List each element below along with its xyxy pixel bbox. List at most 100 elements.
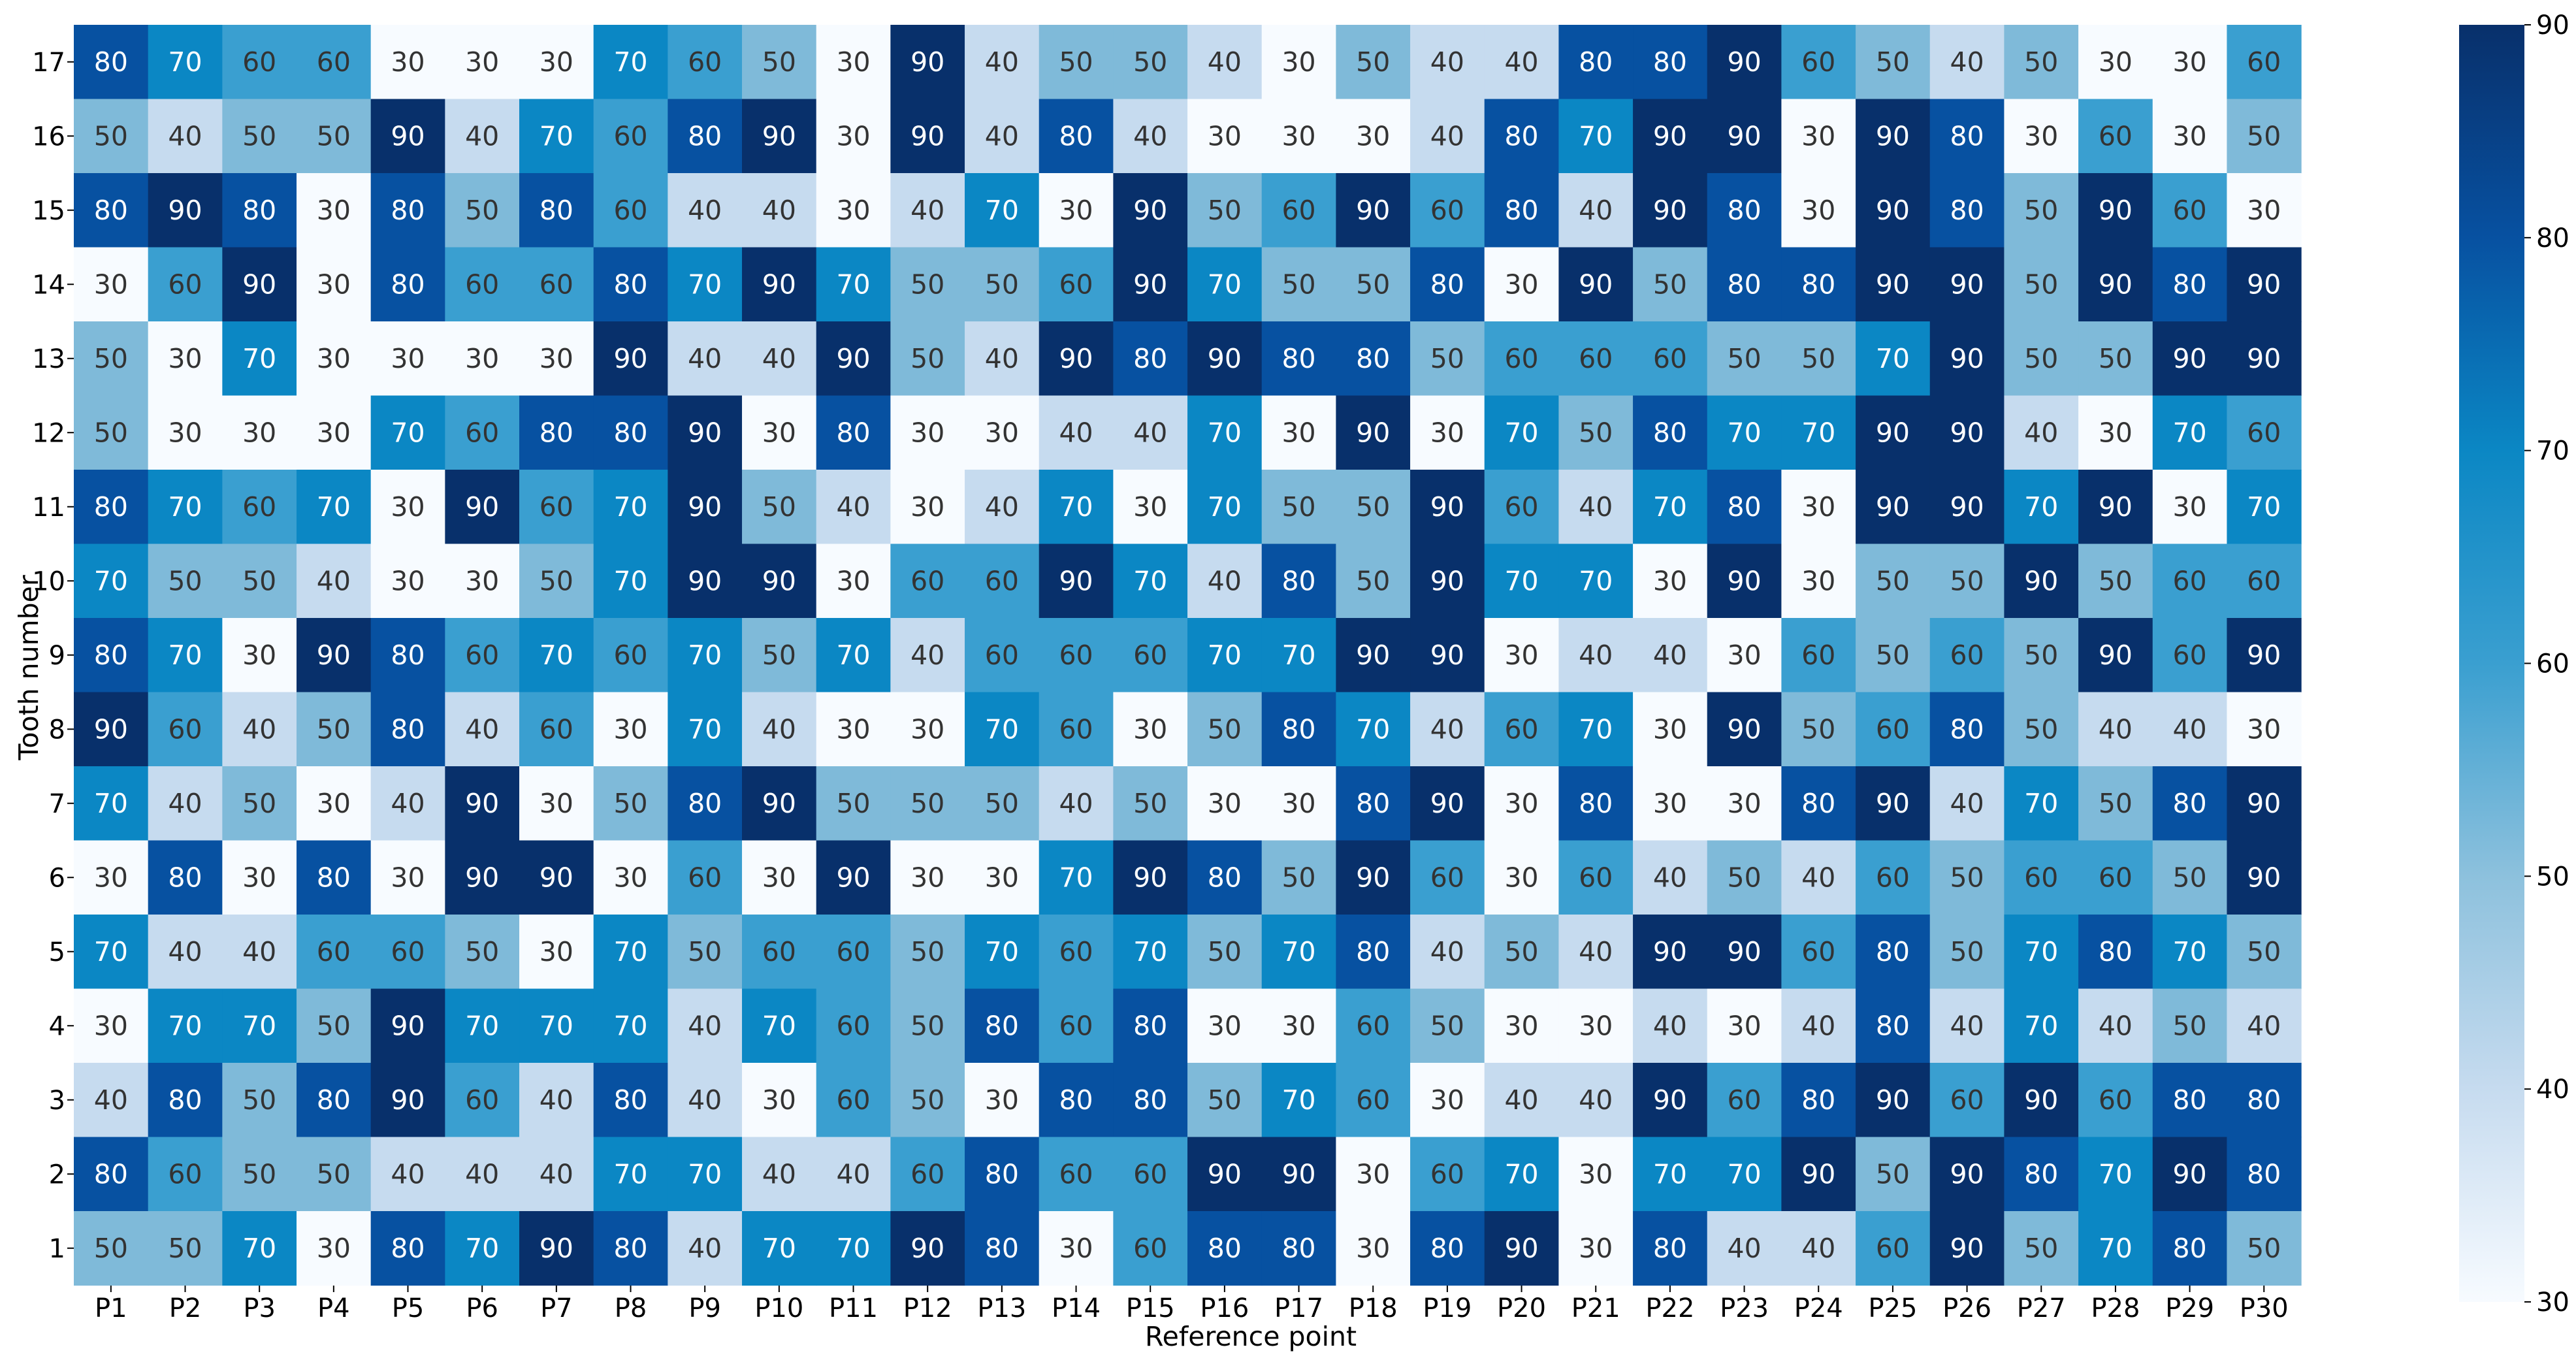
heatmap-cell	[1261, 1137, 1336, 1212]
heatmap-cell	[445, 1063, 520, 1138]
heatmap-cell	[1113, 840, 1188, 915]
cell-value-label: 90	[1727, 713, 1761, 745]
cell-value-label: 30	[391, 343, 425, 374]
y-tick-label: 15	[32, 196, 65, 226]
heatmap-cell	[2004, 321, 2079, 397]
x-tick-label: P3	[243, 1293, 276, 1323]
cell-value-label: 70	[1653, 1158, 1687, 1190]
cell-value-label: 30	[985, 417, 1019, 448]
cell-value-label: 80	[242, 195, 276, 226]
heatmap-cell	[1781, 766, 1856, 841]
cell-value-label: 30	[1579, 1233, 1613, 1264]
cell-value-label: 90	[539, 862, 573, 893]
heatmap-cell	[1633, 543, 1708, 619]
heatmap-cell	[742, 1211, 817, 1286]
heatmap-cell	[1558, 692, 1634, 767]
heatmap-cell	[1633, 470, 1708, 545]
heatmap-cell	[1707, 1063, 1782, 1138]
heatmap-cell	[1707, 988, 1782, 1063]
cell-value-label: 50	[1801, 713, 1835, 745]
cell-value-label: 70	[2099, 1158, 2133, 1190]
heatmap-cell	[370, 1063, 445, 1138]
cell-value-label: 80	[94, 1158, 128, 1190]
heatmap-cell	[965, 470, 1040, 545]
heatmap-cell	[74, 692, 149, 767]
cell-value-label: 60	[168, 713, 202, 745]
cell-value-label: 80	[168, 1084, 202, 1116]
heatmap-cell	[2004, 173, 2079, 248]
heatmap-cell	[742, 766, 817, 841]
cell-value-label: 50	[2024, 1233, 2058, 1264]
heatmap-cell	[1856, 618, 1931, 693]
cell-value-label: 60	[1876, 713, 1910, 745]
cell-value-label: 70	[1208, 417, 1242, 448]
cell-value-label: 80	[1801, 788, 1835, 819]
cell-value-label: 30	[910, 417, 944, 448]
heatmap-cell	[1484, 840, 1559, 915]
cell-value-label: 70	[613, 1010, 647, 1041]
cell-value-label: 50	[910, 268, 944, 300]
heatmap-cell	[2152, 395, 2228, 470]
heatmap-cell	[297, 1137, 372, 1212]
heatmap-cell	[1336, 173, 1411, 248]
heatmap-cell	[890, 840, 965, 915]
cell-value-label: 90	[836, 862, 870, 893]
heatmap-cell	[222, 99, 297, 174]
heatmap-cell	[370, 173, 445, 248]
cell-value-label: 60	[465, 1084, 499, 1116]
heatmap-cell	[816, 543, 891, 619]
cell-value-label: 50	[94, 1233, 128, 1264]
cell-value-label: 50	[1281, 268, 1315, 300]
cell-value-label: 50	[762, 640, 796, 671]
heatmap-cells: 80 70 60 60 30 30 30 70 60 50 30 90 40 50 50 40 30 50 40 40…	[74, 25, 2302, 1286]
cell-value-label: 40	[94, 1084, 128, 1116]
cell-value-label: 50	[1430, 1010, 1464, 1041]
cell-value-label: 50	[1430, 343, 1464, 374]
heatmap-cell	[1261, 470, 1336, 545]
cell-value-label: 40	[688, 1233, 722, 1264]
cell-value-label: 90	[910, 1233, 944, 1264]
heatmap-cell	[742, 840, 817, 915]
heatmap-cell	[2227, 1211, 2302, 1286]
cell-value-label: 40	[2173, 713, 2207, 745]
heatmap-cell	[1856, 915, 1931, 990]
cell-value-label: 40	[465, 1158, 499, 1190]
cell-value-label: 60	[1504, 713, 1538, 745]
heatmap-cell	[1781, 988, 1856, 1063]
cell-value-label: 90	[1133, 195, 1167, 226]
y-tick-label: 7	[49, 789, 65, 819]
heatmap-cell	[1929, 1137, 2005, 1212]
cell-value-label: 40	[688, 195, 722, 226]
x-tick-label: P18	[1349, 1293, 1398, 1323]
cell-value-label: 30	[1579, 1010, 1613, 1041]
heatmap-cell	[222, 766, 297, 841]
heatmap-cell	[519, 321, 594, 397]
heatmap-cell	[2004, 1063, 2079, 1138]
heatmap-cell	[1113, 99, 1188, 174]
cell-value-label: 60	[1059, 640, 1093, 671]
cell-value-label: 90	[465, 788, 499, 819]
heatmap-cell	[1856, 543, 1931, 619]
y-tick-label: 9	[49, 641, 65, 671]
cell-value-label: 30	[1727, 788, 1761, 819]
cell-value-label: 80	[2247, 1084, 2281, 1116]
heatmap-cell	[148, 321, 223, 397]
cell-value-label: 60	[836, 936, 870, 967]
y-tick-label: 3	[49, 1086, 65, 1116]
cell-value-label: 30	[613, 713, 647, 745]
cell-value-label: 30	[1356, 1158, 1390, 1190]
heatmap-cell	[2227, 25, 2302, 100]
cell-value-label: 50	[762, 491, 796, 523]
heatmap-cell	[593, 1211, 668, 1286]
heatmap-cell	[1856, 692, 1931, 767]
heatmap-cell	[1633, 25, 1708, 100]
heatmap-cell	[1633, 766, 1708, 841]
heatmap-cell	[1187, 321, 1263, 397]
cell-value-label: 50	[2173, 1010, 2207, 1041]
heatmap-cell	[1781, 840, 1856, 915]
heatmap-cell	[2227, 99, 2302, 174]
cell-value-label: 90	[2099, 268, 2133, 300]
cell-value-label: 50	[1950, 936, 1984, 967]
cell-value-label: 40	[1950, 1010, 1984, 1041]
cell-value-label: 70	[688, 268, 722, 300]
